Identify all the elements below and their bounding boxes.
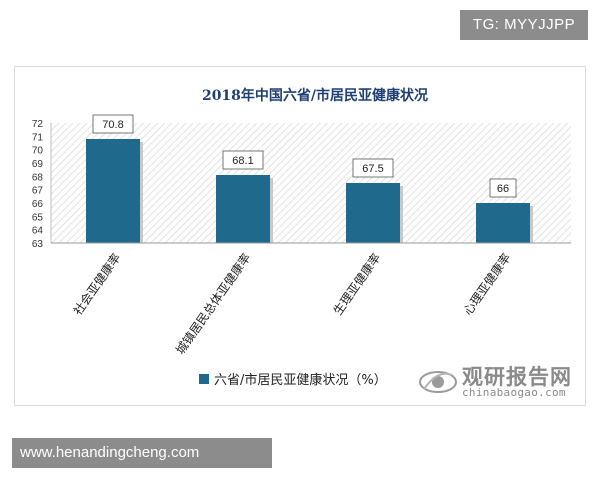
chart-title: 2018年中国六省/市居民亚健康状况 [202, 87, 428, 104]
y-tick-label: 63 [32, 239, 44, 250]
watermark-logo-icon [419, 371, 457, 393]
data-label-box [222, 150, 264, 170]
y-tick-label: 72 [32, 119, 44, 130]
x-tick-label: 社会亚健康率 [70, 250, 124, 318]
y-tick-label: 66 [32, 199, 44, 210]
bar-chart: 2018年中国六省/市居民亚健康状况 63646566676869707172 … [32, 87, 571, 357]
legend: 六省/市居民亚健康状况（%） [199, 369, 387, 388]
legend-swatch [199, 373, 209, 384]
data-labels-group: 70.8 68.1 67.5 66 [92, 114, 517, 198]
bar [216, 175, 270, 243]
x-tick-label: 城镇居民总体亚健康率 [172, 250, 253, 357]
data-label: 70.8 [102, 119, 123, 131]
data-label-box [92, 114, 134, 134]
bar [86, 139, 140, 243]
data-label: 68.1 [232, 155, 253, 167]
y-axis: 63 64 65 66 67 68 69 70 71 72 [32, 119, 52, 250]
chart-card: 2018年中国六省/市居民亚健康状况 63 64 65 66 67 68 69 70 71 72 … [14, 66, 586, 406]
bars-group [86, 139, 533, 243]
bar [346, 183, 400, 243]
watermark-title: 观研报告网 [462, 365, 572, 389]
y-tick-label: 64 [32, 226, 44, 237]
top-right-tag: TG: MYYJJPP [460, 10, 588, 40]
legend-label: 六省/市居民亚健康状况（%） [214, 373, 387, 388]
watermark: 观研报告网 chinabaogao.com [410, 361, 590, 401]
data-label-box [489, 178, 517, 198]
x-tick-label: 生理亚健康率 [330, 250, 384, 318]
y-tick-label: 65 [32, 212, 44, 223]
x-axis: 社会亚健康率 城镇居民总体亚健康率 生理亚健康率 心理亚健康率 [51, 242, 571, 357]
data-label-box [352, 158, 394, 178]
data-label: 66 [497, 183, 509, 195]
footer-url: www.henandingcheng.com [12, 438, 272, 468]
y-tick-label: 67 [32, 186, 44, 197]
y-tick-label: 70 [32, 146, 44, 157]
y-tick-label: 71 [32, 132, 44, 143]
bar [476, 203, 530, 243]
data-label: 67.5 [362, 163, 383, 175]
y-tick-label: 69 [32, 159, 44, 170]
y-tick-label: 68 [32, 172, 44, 183]
x-tick-label: 心理亚健康率 [460, 250, 514, 318]
watermark-url: chinabaogao.com [462, 386, 566, 399]
